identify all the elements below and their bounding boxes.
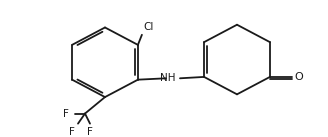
Text: F: F: [69, 127, 75, 137]
Text: F: F: [63, 109, 69, 119]
Text: NH: NH: [160, 73, 176, 83]
Text: F: F: [87, 127, 93, 137]
Text: O: O: [294, 72, 303, 82]
Text: Cl: Cl: [143, 22, 153, 32]
